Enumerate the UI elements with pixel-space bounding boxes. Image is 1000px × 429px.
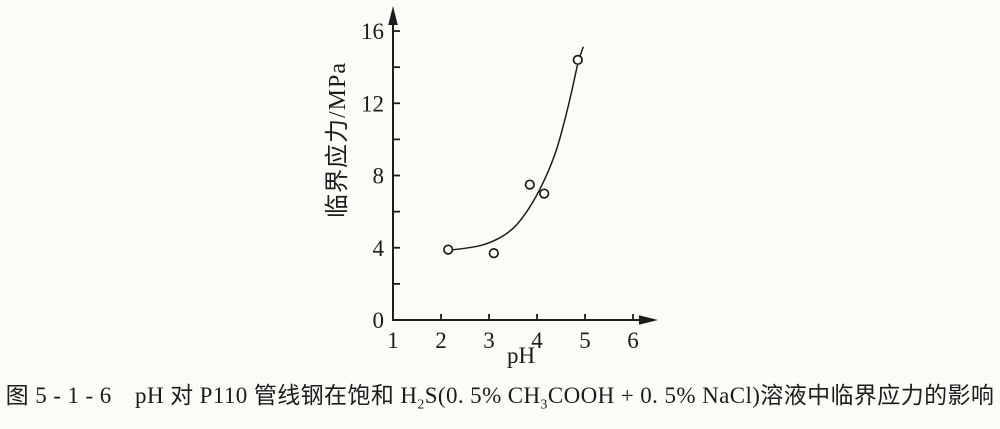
y-tick-label: 0 [373,308,385,333]
x-axis-title: pH [507,343,535,368]
y-axis-arrowhead-icon [388,6,398,25]
caption-subscript-h2s: 2 [417,396,425,412]
trend-curve [448,46,584,251]
caption-text-2: S(0. 5% CH [424,383,541,408]
data-point [488,248,499,259]
x-axis-arrowhead-icon [639,315,658,325]
x-tick-label: 6 [627,328,639,353]
x-tick-label: 5 [579,328,591,353]
caption-subscript-ch3: 3 [540,396,548,412]
data-point [443,244,454,255]
x-tick-label: 2 [435,328,447,353]
y-tick-label: 8 [373,164,385,189]
x-tick-label: 1 [387,328,399,353]
scatter-chart: 0 4 8 12 16 1 2 3 4 5 6 pH 临界应力/MPa [324,6,658,368]
data-point [539,188,550,199]
y-tick-label: 12 [361,91,384,116]
caption-text-3: COOH + 0. 5% NaCl)溶液中临界应力的影响 [547,383,995,408]
data-point [524,179,535,190]
caption-text-1: 图 5 - 1 - 6 pH 对 P110 管线钢在饱和 H [5,383,418,408]
figure-caption: 图 5 - 1 - 6 pH 对 P110 管线钢在饱和 H2S(0. 5% C… [0,376,1000,412]
x-tick-label: 3 [483,328,495,353]
data-point [572,54,583,66]
y-tick-label: 16 [361,19,384,44]
y-axis-title: 临界应力/MPa [324,62,351,218]
y-tick-label: 4 [373,236,385,261]
x-tick-label: 4 [531,328,543,353]
